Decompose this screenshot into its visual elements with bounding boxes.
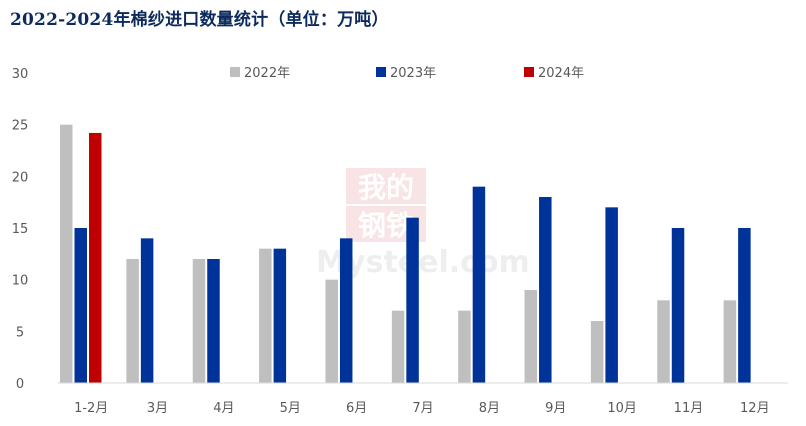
legend-swatch [230,67,240,77]
legend-label: 2024年 [538,66,584,81]
chart-title: 2022-2024年棉纱进口数量统计（单位：万吨） [10,10,389,30]
bar-2022年-10月 [590,321,604,383]
legend-swatch [376,67,386,77]
x-tick-label: 4月 [213,401,234,416]
x-tick-label: 12月 [740,401,770,416]
bar-2022年-11月 [657,300,670,383]
legend: 2022年 2023年 2024年 [230,66,584,81]
bar-2023年-4月 [207,259,220,383]
watermark-text-top: 我的 [358,171,414,204]
y-axis: 0 5 10 15 20 25 30 [12,67,29,392]
bar-2023年-10月 [605,207,618,383]
y-tick-label: 0 [16,377,24,392]
legend-label: 2022年 [244,66,290,81]
bars [60,124,751,384]
x-tick-label: 3月 [147,401,168,416]
x-tick-label: 10月 [607,401,637,416]
y-tick-label: 20 [12,170,29,185]
bar-2022年-1-2月 [60,124,73,384]
watermark-block-top [346,168,426,204]
bar-2022年-12月 [723,300,737,383]
x-tick-label: 1-2月 [74,401,108,416]
x-axis: 1-2月 3月 4月 5月 6月 7月 8月 9月 10月 11月 12月 [74,401,770,416]
bar-2022年-5月 [259,248,272,383]
bar-2022年-7月 [391,310,405,383]
bar-2022年-6月 [325,279,338,383]
legend-swatch [524,67,534,77]
y-tick-label: 30 [12,67,29,82]
x-tick-label: 7月 [412,401,433,416]
x-tick-label: 8月 [479,401,500,416]
bar-2023年-9月 [539,197,552,383]
y-tick-label: 25 [12,119,29,134]
bar-2023年-6月 [339,238,353,383]
y-tick-label: 5 [16,325,24,340]
bar-2023年-11月 [671,228,685,383]
bar-2022年-3月 [126,259,139,383]
y-tick-label: 10 [12,274,29,289]
watermark-text-middle: 钢铁 [358,209,414,242]
bar-2023年-12月 [738,228,751,383]
y-tick-label: 15 [12,222,29,237]
x-tick-label: 9月 [545,401,566,416]
bar-2022年-4月 [192,259,206,383]
x-tick-label: 5月 [280,401,301,416]
bar-2022年-9月 [524,290,538,383]
bar-2023年-5月 [273,248,287,383]
x-tick-label: 11月 [674,401,704,416]
legend-label: 2023年 [390,66,436,81]
x-tick-label: 6月 [346,401,367,416]
bar-2024年-1-2月 [89,132,102,383]
bar-2023年-3月 [140,238,154,383]
bar-2022年-8月 [458,310,471,383]
bar-2023年-8月 [472,186,486,383]
bar-2023年-7月 [406,217,419,383]
bar-2023年-1-2月 [74,228,87,383]
